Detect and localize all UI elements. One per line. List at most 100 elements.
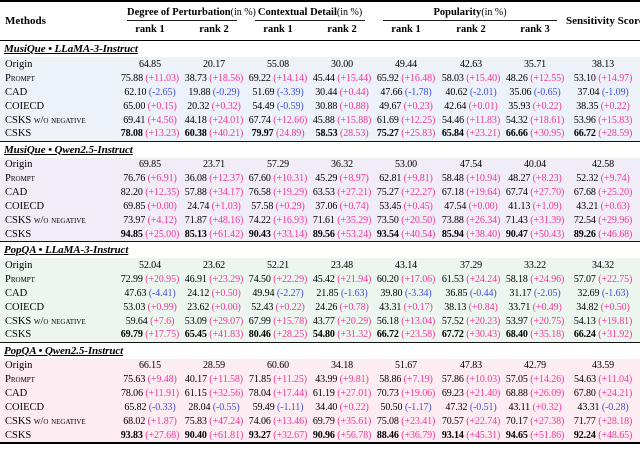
metric-delta: (-0.59) <box>274 100 304 112</box>
metric-cell: 89.26 (+46.68) <box>566 228 640 242</box>
metric-cell: 58.53 (28.53) <box>310 127 374 141</box>
metric-value: 49.94 <box>252 287 275 299</box>
metric-delta: (+23.41) <box>398 416 436 427</box>
section-body: MusiQue • Qwen2.5-Instruct Origin 69.85 23.… <box>0 141 640 242</box>
metric-value: 60.38 <box>184 128 207 140</box>
metric-delta: (+27.70) <box>527 187 565 198</box>
metric-cell: 53.09 (+29.07) <box>182 314 246 328</box>
metric-cell: 20.32 (+0.32) <box>182 99 246 113</box>
metric-value: 47.83 <box>460 360 483 371</box>
metric-value: 45.44 <box>312 72 335 84</box>
metric-value: 35.71 <box>524 58 547 70</box>
metric-cell: 37.06 (+0.74) <box>310 200 374 214</box>
metric-value: 40.62 <box>445 86 468 98</box>
metric-value: 88.46 <box>376 429 399 441</box>
metric-value: 94.85 <box>120 228 143 240</box>
table-row: Prompt 72.99 (+20.95) 46.91 (+23.29) 74.50 … <box>0 272 640 286</box>
metric-cell: 67.68 (+25.20) <box>566 186 640 200</box>
section-title-row: MusiQue • LLaMA-3-Instruct <box>0 40 640 57</box>
method-label: CSKS <box>5 429 32 441</box>
metric-value: 78.04 <box>248 388 271 399</box>
method-label: COIECD <box>5 402 45 413</box>
metric-delta: (+15.88) <box>334 114 372 126</box>
metric-delta: (+0.01) <box>466 100 498 112</box>
metric-delta: (+1.87) <box>145 416 177 427</box>
metric-delta: (+20.29) <box>334 315 372 327</box>
metric-cell: 57.86 (+10.03) <box>438 373 504 387</box>
metric-delta: (-0.51) <box>467 402 497 413</box>
method-label: COIECD <box>5 100 45 112</box>
metric-delta: (+31.92) <box>595 329 633 341</box>
metric-delta: (+18.61) <box>527 114 565 126</box>
metric-cell: 59.49 (-1.11) <box>246 401 310 415</box>
section-body: MusiQue • LLaMA-3-Instruct Origin 64.85 20.… <box>0 40 640 141</box>
metric-cell: 42.79 <box>504 359 566 373</box>
table-header: Methods Degree of Perturbation(in %) Con… <box>0 1 640 41</box>
metric-cell: 76.58 (+19.29) <box>246 186 310 200</box>
group-header-degree: Degree of Perturbation(in %) <box>118 1 256 21</box>
method-label: CSKS <box>5 329 32 341</box>
metric-value: 47.66 <box>380 86 403 98</box>
metric-cell: 61.69 (+12.25) <box>374 113 438 127</box>
metric-delta: (+0.00) <box>466 201 498 212</box>
metric-value: 47.54 <box>460 159 483 170</box>
metric-cell: 73.97 (+4.12) <box>118 214 182 228</box>
metric-cell: 93.27 (+32.67) <box>246 429 310 443</box>
metric-value: 38.13 <box>444 301 467 313</box>
metric-delta: (-1.11) <box>274 402 304 413</box>
metric-delta: (+0.78) <box>337 301 369 313</box>
metric-value: 58.48 <box>441 173 464 184</box>
metric-cell: 57.05 (+14.26) <box>504 373 566 387</box>
metric-cell: 43.14 <box>374 258 438 272</box>
metric-value: 75.83 <box>184 416 207 427</box>
metric-value: 73.88 <box>441 215 464 226</box>
metric-cell: 66.72 (+23.58) <box>374 328 438 342</box>
metric-delta: (+35.29) <box>334 215 372 226</box>
metric-cell: 48.27 (+8.23) <box>504 172 566 186</box>
method-label: Origin <box>5 159 33 170</box>
metric-value: 41.13 <box>508 201 531 212</box>
metric-value: 57.86 <box>441 374 464 385</box>
metric-cell: 75.63 (+9.48) <box>118 373 182 387</box>
metric-value: 57.58 <box>251 201 274 212</box>
metric-value: 61.15 <box>184 388 207 399</box>
metric-cell: 75.88 (+11.03) <box>118 71 182 85</box>
metric-delta: (+13.46) <box>270 416 308 427</box>
metric-delta: (+19.29) <box>270 187 308 198</box>
metric-cell: 93.54 (+40.54) <box>374 228 438 242</box>
metric-cell: 23.48 <box>310 258 374 272</box>
metric-value: 53.10 <box>573 72 596 84</box>
metric-delta: (+0.88) <box>337 100 369 112</box>
metric-cell: 28.04 (-0.55) <box>182 401 246 415</box>
metric-cell: 24.26 (+0.78) <box>310 300 374 314</box>
metric-value: 65.45 <box>184 329 207 341</box>
metric-cell: 57.52 (+20.23) <box>438 314 504 328</box>
metric-value: 72.99 <box>120 273 143 285</box>
metric-cell: 65.00 (+0.15) <box>118 99 182 113</box>
group-header-contextual: Contextual Detail(in %) <box>246 1 374 21</box>
method-label: COIECD <box>5 201 45 212</box>
metric-value: 54.49 <box>252 100 275 112</box>
metric-value: 92.24 <box>573 429 596 441</box>
metric-cell: 40.62 (-2.01) <box>438 85 504 99</box>
group-header-popularity: Popularity(in %) <box>374 1 566 21</box>
metric-cell: 35.93 (+0.22) <box>504 99 566 113</box>
metric-cell: 59.64 (+7.6) <box>118 314 182 328</box>
metric-value: 73.97 <box>123 215 146 226</box>
metric-delta: (+16.93) <box>270 215 308 226</box>
metric-delta: (+25.00) <box>142 228 180 240</box>
metric-cell: 34.32 <box>566 258 640 272</box>
metric-delta: (+0.50) <box>598 301 630 313</box>
metric-value: 32.69 <box>577 287 600 299</box>
metric-delta: (+0.00) <box>209 301 241 313</box>
metric-value: 34.32 <box>592 259 615 271</box>
metric-delta: (+32.56) <box>206 388 244 399</box>
metric-value: 60.60 <box>267 360 290 371</box>
metric-delta: (+30.95) <box>527 128 565 140</box>
table-row: COIECD 65.82 (-0.33) 28.04 (-0.55) 59.49 (-… <box>0 400 640 415</box>
metric-cell: 37.04 (-1.09) <box>566 85 640 99</box>
metric-cell: 90.96 (+56.78) <box>310 429 374 443</box>
metric-delta: (+17.44) <box>270 388 308 399</box>
metric-value: 24.26 <box>315 301 338 313</box>
metric-cell: 61.19 (+27.01) <box>310 387 374 401</box>
